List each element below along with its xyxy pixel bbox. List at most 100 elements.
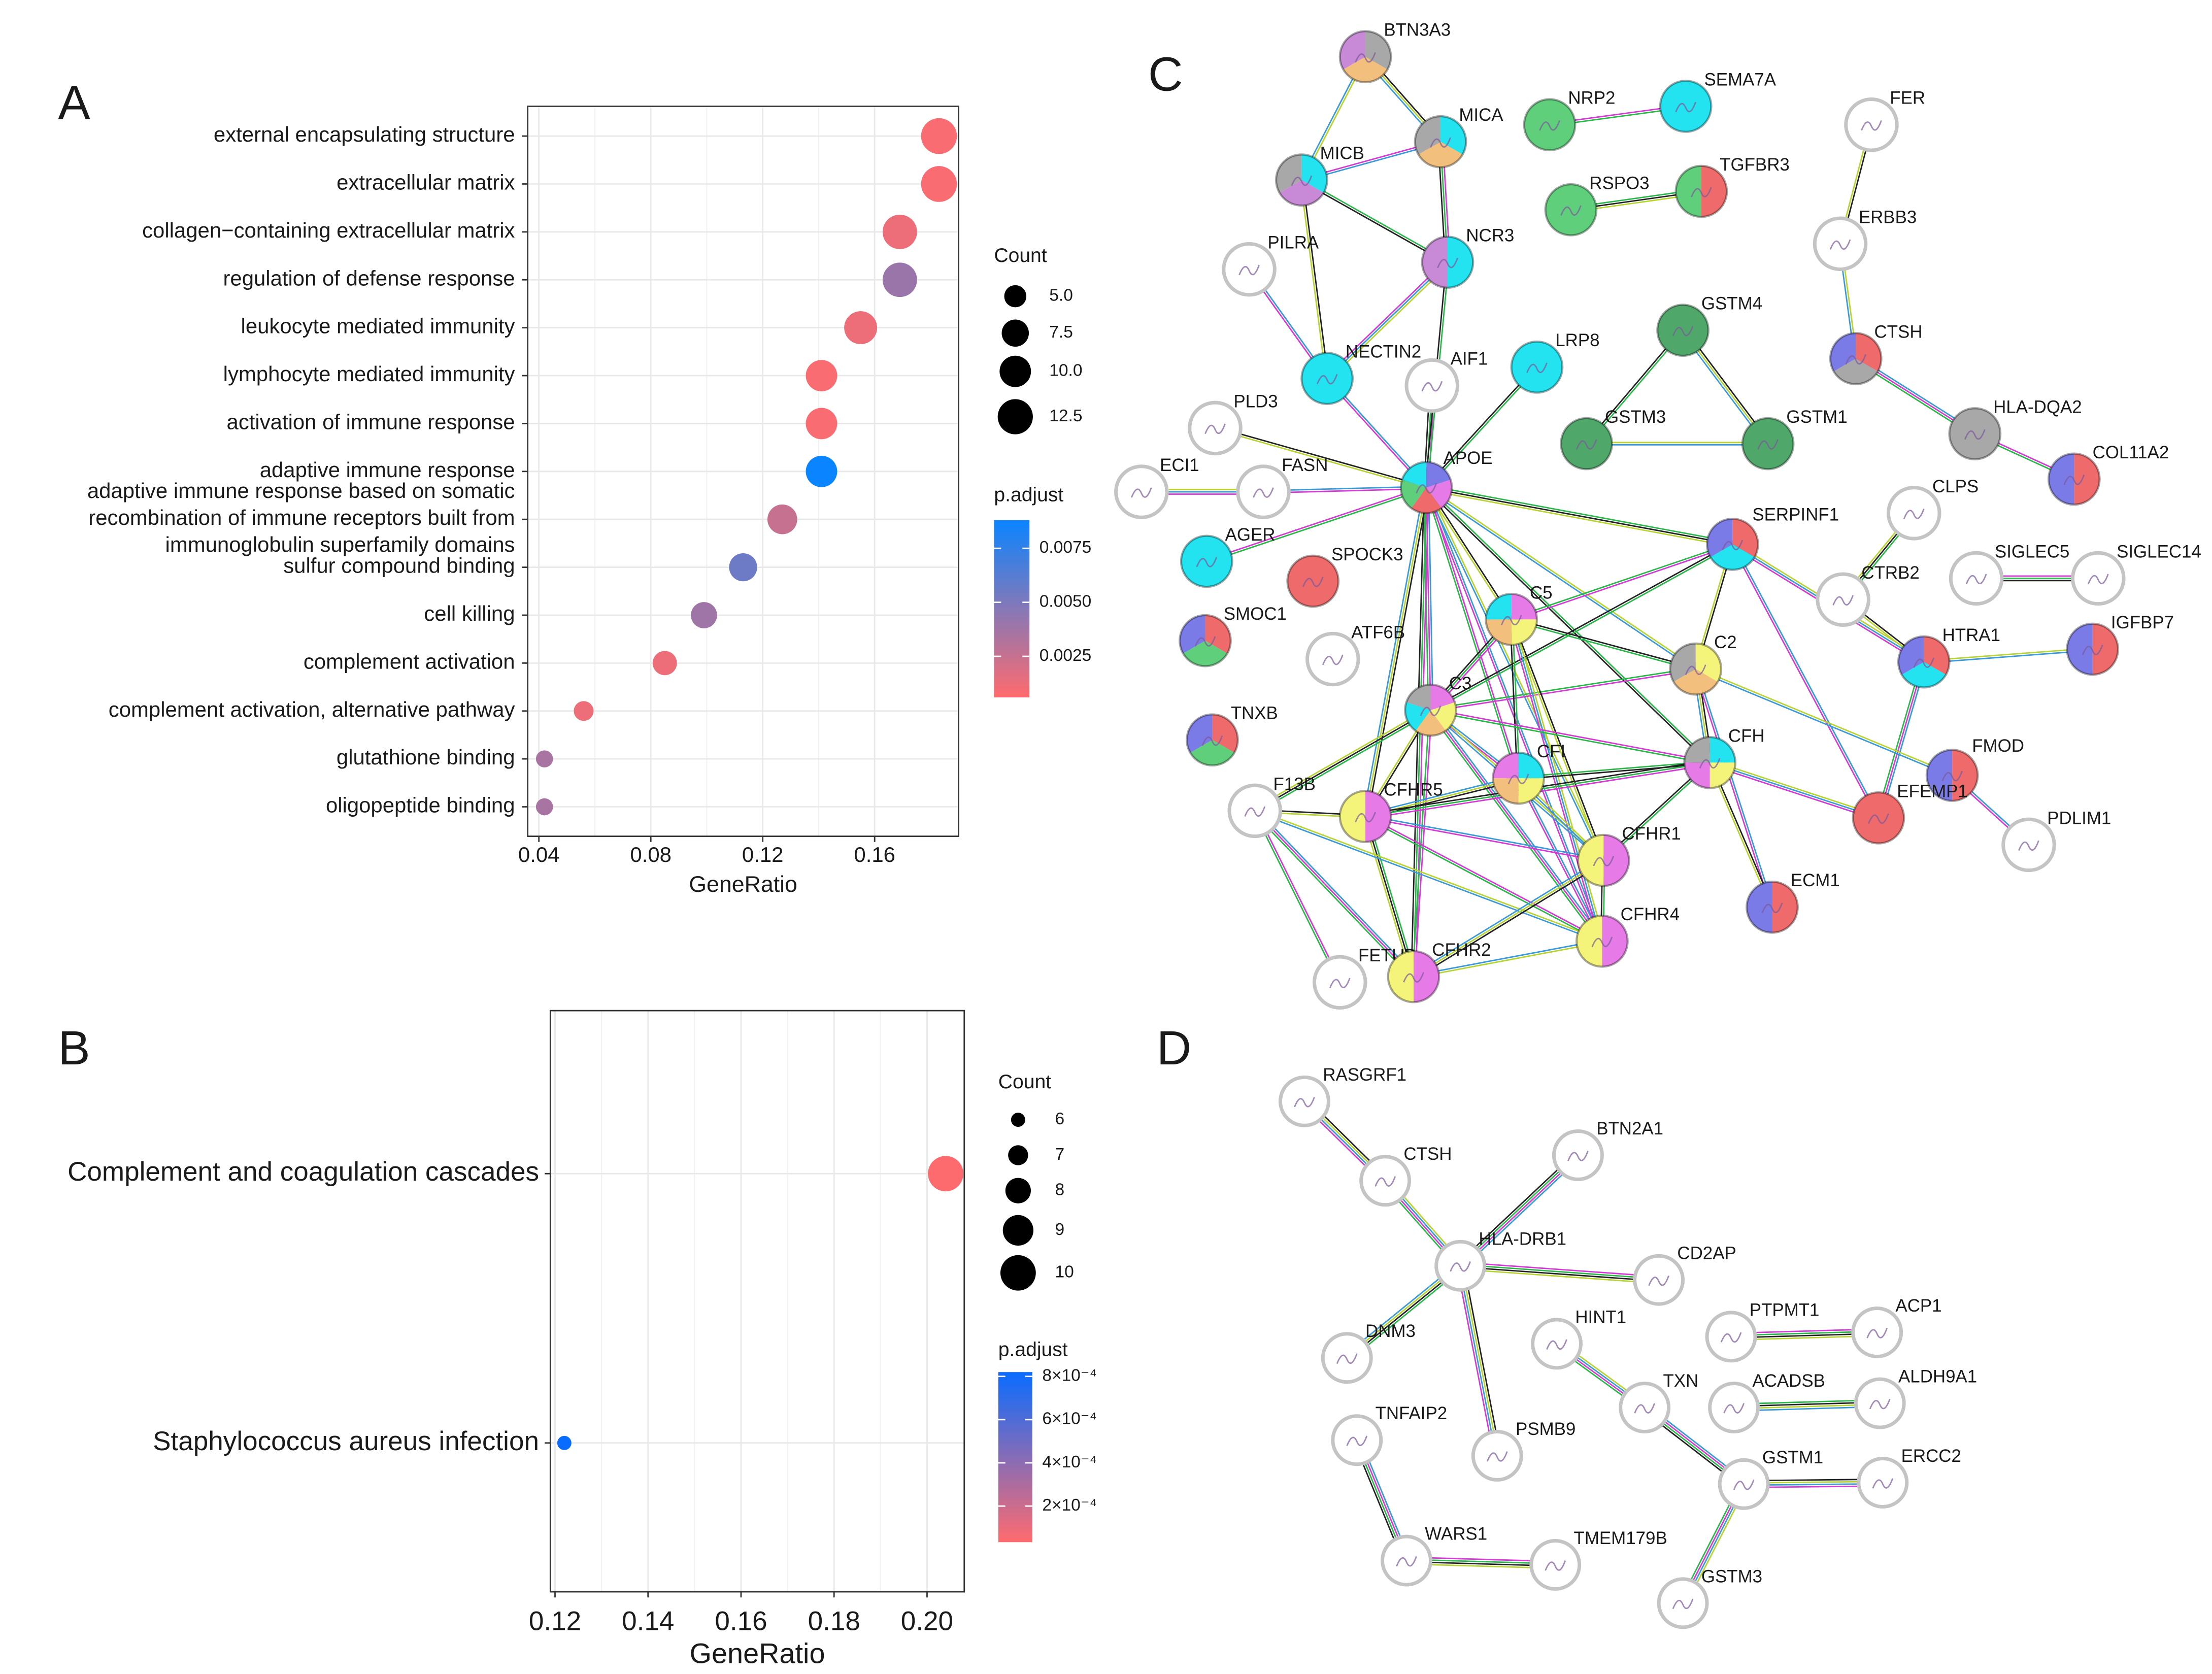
x-axis-title: GeneRatio — [689, 872, 797, 897]
edge — [1429, 543, 1732, 710]
edge — [1299, 180, 1327, 379]
node-label: SIGLEC14 — [2117, 542, 2201, 561]
node-ring — [1331, 1414, 1383, 1466]
node-ring — [1674, 164, 1728, 218]
node-ring — [1857, 1457, 1909, 1509]
edge — [1731, 544, 1879, 819]
node-slice — [1180, 615, 1205, 654]
edge — [1426, 487, 1521, 778]
node-slice — [1493, 778, 1519, 804]
node-slice — [1898, 636, 1924, 675]
edge — [1924, 649, 2093, 664]
node-ring — [1657, 1577, 1709, 1629]
node-ring — [1619, 1382, 1671, 1433]
protein-glyph — [1253, 487, 1274, 498]
edge — [1365, 814, 1604, 860]
colorbar-label: 0.0075 — [1040, 538, 1091, 557]
y-tick-label: activation of immune response — [227, 410, 515, 433]
node-ring — [1399, 461, 1453, 514]
edge — [1365, 817, 1604, 862]
protein-glyph — [1869, 1398, 1891, 1410]
protein-glyph — [1302, 577, 1324, 587]
node-ring — [1404, 358, 1460, 413]
protein-glyph — [1294, 1096, 1315, 1108]
edge — [1362, 487, 1425, 816]
node-ring — [1718, 1458, 1770, 1510]
protein-glyph — [1861, 120, 1882, 131]
y-tick-label: Staphylococcus aureus infection — [153, 1426, 539, 1456]
node-label: TNXB — [1231, 704, 1278, 723]
edge — [1426, 486, 1513, 619]
protein-glyph — [1346, 1435, 1368, 1446]
edge — [1511, 542, 1733, 619]
legend-label: 5.0 — [1049, 286, 1073, 305]
edge — [1325, 260, 1447, 378]
node-label: SPOCK3 — [1331, 545, 1403, 564]
legend-dot — [1002, 1215, 1034, 1246]
node-slice — [1365, 791, 1391, 842]
protein-glyph — [1244, 806, 1266, 817]
node-label: GSTM3 — [1605, 407, 1666, 427]
edge — [1511, 620, 1696, 671]
node-ring — [1492, 751, 1545, 805]
node-label: HINT1 — [1575, 1307, 1626, 1327]
protein-glyph — [1539, 120, 1560, 131]
colorbar — [998, 1372, 1032, 1543]
edge — [1364, 816, 1415, 977]
node-ring — [1813, 216, 1868, 272]
edge — [1460, 1264, 1659, 1280]
node-ring — [1708, 1382, 1760, 1433]
protein-glyph — [1868, 813, 1889, 824]
node-label: PTPMT1 — [1750, 1300, 1820, 1320]
node-ring — [1222, 242, 1277, 297]
edge — [1426, 484, 1733, 543]
x-tick-label: 0.18 — [808, 1606, 860, 1636]
node-slice — [1511, 619, 1537, 645]
node-slice — [1486, 619, 1512, 645]
node-slice — [2092, 623, 2118, 675]
node-ring — [1886, 486, 1941, 541]
dot — [652, 651, 677, 676]
node-slice — [1926, 750, 1953, 801]
node-ring — [1531, 1318, 1583, 1370]
edge — [1511, 545, 1733, 621]
node-ring — [1421, 236, 1474, 289]
protein-glyph — [1421, 381, 1443, 392]
node-slice — [1430, 684, 1455, 711]
node-label: GSTM3 — [1701, 1566, 1762, 1586]
node-slice — [2074, 453, 2100, 505]
node-slice — [1415, 116, 1441, 155]
node-slice — [1430, 702, 1456, 731]
legend-title: p.adjust — [998, 1339, 1068, 1361]
node-ring — [1741, 417, 1795, 471]
edge — [1206, 488, 1427, 563]
edge — [1428, 487, 1434, 711]
node-slice — [1448, 237, 1473, 288]
protein-glyph — [1722, 540, 1744, 551]
edge — [1708, 764, 1878, 821]
node-ring — [1746, 880, 1799, 934]
node-ring — [1656, 304, 1710, 357]
node-label: GSTM1 — [1786, 407, 1847, 427]
node-slice — [1710, 544, 1755, 570]
node-ring — [1404, 683, 1457, 737]
node-slice — [1710, 737, 1735, 763]
node-ring — [1114, 464, 1169, 519]
node-slice — [1415, 710, 1446, 736]
node-ring — [1381, 1534, 1432, 1587]
node-ring — [1321, 1332, 1373, 1384]
edge — [1300, 180, 1448, 264]
node-slice — [1577, 915, 1602, 967]
protein-glyph — [1903, 509, 1925, 519]
edge — [1430, 667, 1696, 710]
edge — [1364, 775, 1518, 815]
node-slice — [1518, 752, 1544, 779]
edge — [1426, 367, 1538, 489]
edge — [1428, 711, 1601, 943]
edge — [1519, 777, 1604, 941]
dot — [729, 553, 757, 582]
node-label: NRP2 — [1568, 88, 1615, 108]
protein-glyph — [1761, 902, 1783, 913]
legend-label: 9 — [1055, 1220, 1064, 1239]
